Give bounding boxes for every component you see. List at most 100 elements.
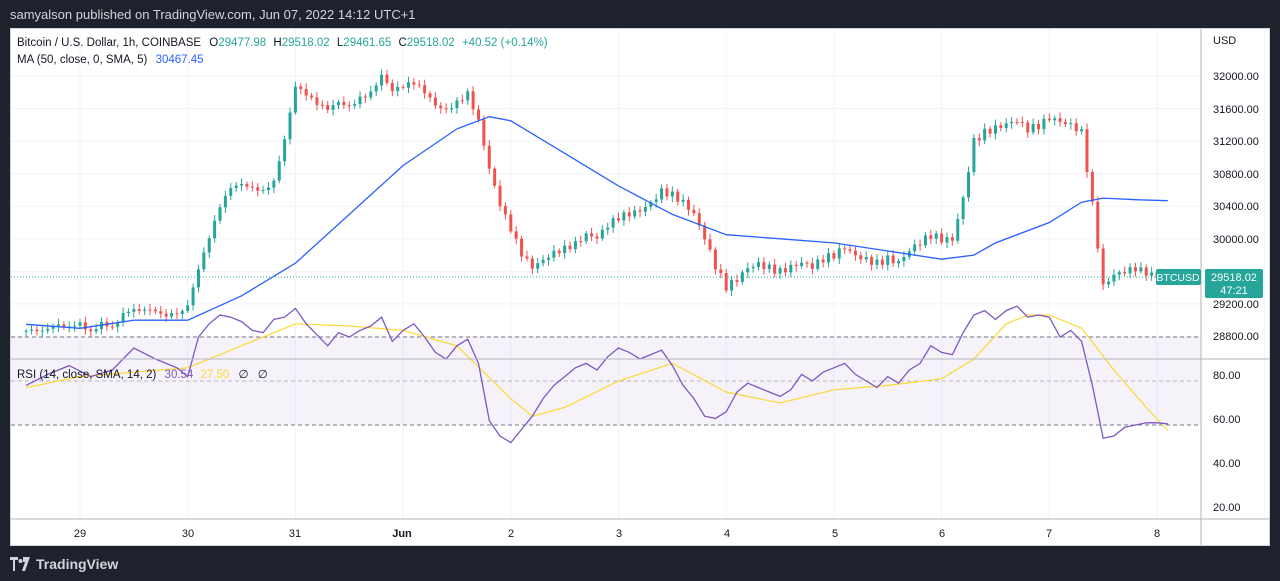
price-tag-symbol-box [1156,269,1201,285]
candle-body [897,261,901,264]
legend-ma-line: MA (50, close, 0, SMA, 5) 30467.45 [17,54,204,66]
candle-body [665,188,669,197]
candle-body [1123,272,1127,274]
legend-close-value: 29518.02 [407,37,455,49]
candle-body [277,161,281,181]
candle-body [837,248,841,259]
candle-body [493,168,497,186]
candle-body [412,82,416,85]
candle-body [503,206,507,215]
price-tick: 32000.00 [1213,71,1259,83]
candle-body [800,262,804,266]
candle-body [153,309,157,312]
candle-body [143,309,147,311]
time-tick: 3 [616,528,622,540]
candle-body [757,262,761,267]
main-legend[interactable]: Bitcoin / U.S. Dollar, 1h, COINBASE O294… [17,37,548,66]
candle-body [396,87,400,92]
candle-body [353,104,357,106]
candle-body [148,309,152,311]
chart-panel[interactable]: USD 32000.00 31600.00 31200.00 30800.00 … [10,28,1270,546]
candle-body [988,128,992,134]
candle-body [843,248,847,250]
candle-body [606,227,610,230]
time-tick: 29 [74,528,86,540]
price-axis[interactable]: USD 32000.00 31600.00 31200.00 30800.00 … [1213,35,1259,343]
candle-body [557,250,561,254]
candle-body [1063,121,1067,124]
candle-body [514,231,518,239]
candle-body [213,220,217,239]
rsi-axis[interactable]: 80.00 60.00 40.00 20.00 [1213,370,1241,514]
candle-body [1031,123,1035,133]
candle-body [1020,121,1024,123]
legend-change: +40.52 (+0.14%) [462,37,548,49]
candle-body [326,105,330,110]
candle-body [600,229,604,239]
candle-body [1037,123,1041,130]
candle-body [573,241,577,250]
price-tick: 31600.00 [1213,104,1259,116]
candle-body [902,256,906,262]
legend-rsi-sma-value: 27.50 [201,369,230,381]
candle-body [703,225,707,240]
candle-body [1074,123,1078,132]
tradingview-logo[interactable]: TradingView [10,555,118,573]
candle-body [832,253,836,259]
legend-low-label: L [337,37,344,49]
tradingview-logo-icon [10,557,30,571]
rsi-legend[interactable]: RSI (14, close, SMA, 14, 2) 30.54 27.50 … [17,369,268,381]
candle-body [821,259,825,263]
candle-body [1107,281,1111,285]
legend-ohlc-line: Bitcoin / U.S. Dollar, 1h, COINBASE O294… [17,37,548,49]
candle-body [482,119,486,146]
candle-body [880,259,884,265]
candle-body [288,112,292,140]
candle-body [622,212,626,221]
candle-body [180,311,184,314]
candle-body [848,249,852,251]
candle-body [121,313,125,323]
candle-body [643,207,647,212]
candle-body [509,214,513,232]
candle-body [1144,267,1148,276]
candle-body [724,273,728,291]
time-tick: 6 [939,528,945,540]
candle-body [584,233,588,242]
candle-body [778,268,782,274]
candle-body [363,96,367,98]
time-tick: 8 [1154,528,1160,540]
candle-body [864,257,868,260]
time-axis[interactable]: 29 30 31 Jun 2 3 4 5 6 7 8 [74,528,1160,540]
chart-svg[interactable]: USD 32000.00 31600.00 31200.00 30800.00 … [11,29,1269,545]
time-tick: 5 [832,528,838,540]
rsi-sma-line [25,314,1169,431]
candle-body [336,102,340,106]
candle-body [1128,267,1132,274]
footer-bar: TradingView [0,546,1280,581]
candle-body [541,259,545,264]
candle-body [24,330,28,332]
candle-body [810,263,814,269]
candle-body [956,219,960,241]
candle-body [1139,267,1143,272]
time-tick: 31 [289,528,301,540]
candle-body [455,100,459,109]
candle-body [164,313,168,317]
candle-body [627,212,631,217]
candle-body [934,233,938,239]
ma-line [26,116,1168,329]
candle-body [406,82,410,88]
candle-body [62,324,66,328]
candle-body [875,259,879,265]
candle-body [444,108,448,110]
price-tag-symbol: BTCUSD [1156,272,1200,284]
candle-body [358,96,362,105]
price-tag-price: 29518.02 [1211,272,1257,284]
candle-body [670,191,674,197]
candle-body [170,313,174,317]
candle-body [1069,123,1073,125]
candle-body [886,255,890,265]
candle-body [676,191,680,202]
legend-rsi-na-1: ∅ [239,369,249,381]
